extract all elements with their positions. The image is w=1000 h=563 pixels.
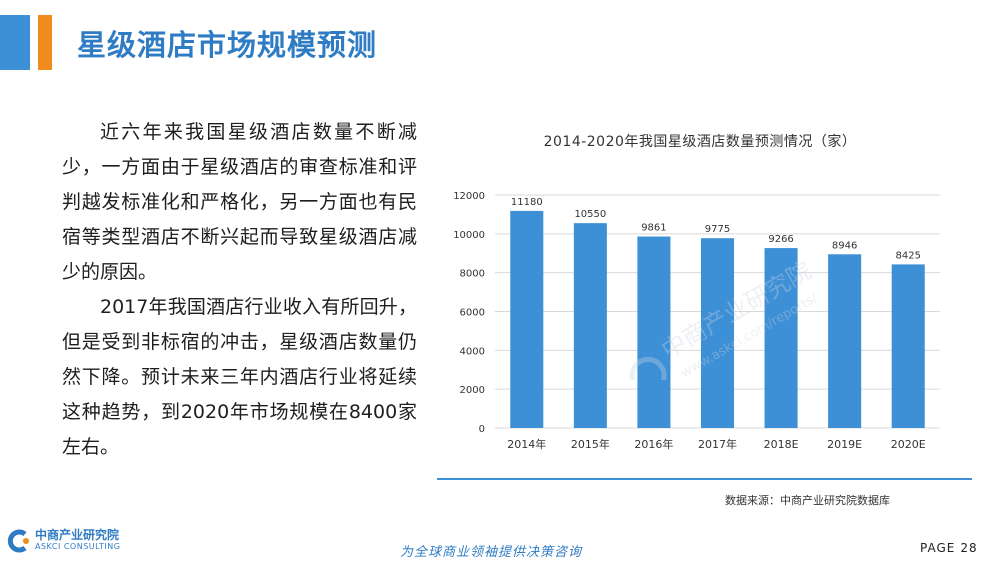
data-source: 数据来源：中商产业研究院数据库	[725, 494, 890, 507]
data-label: 9861	[641, 223, 666, 234]
paragraph-2: 2017年我国酒店行业收入有所回升，但是受到非标宿的冲击，星级酒店数量仍然下降。…	[62, 296, 417, 458]
y-tick-label: 12000	[453, 191, 485, 202]
logo-en-text: ASKCI CONSULTING	[35, 542, 121, 551]
y-tick-label: 2000	[460, 385, 485, 396]
x-tick-label: 2016年	[634, 437, 673, 451]
source-divider	[437, 478, 972, 480]
x-tick-label: 2018E	[764, 438, 799, 451]
bar	[510, 210, 544, 428]
y-tick-label: 6000	[460, 308, 485, 319]
page-number: PAGE 28	[920, 541, 978, 555]
bar	[637, 236, 671, 428]
title-accent-bar-orange	[38, 15, 52, 70]
paragraph-1: 近六年来我国星级酒店数量不断减少，一方面由于星级酒店的审查标准和评判越发标准化和…	[62, 121, 417, 283]
chart-title: 2014-2020年我国星级酒店数量预测情况（家）	[543, 134, 857, 150]
x-tick-label: 2019E	[827, 438, 862, 451]
data-label: 9775	[705, 224, 730, 235]
bar-chart: 0 2000 4000 6000 8000 10000 12000 11180 2014年 105…	[453, 191, 940, 451]
page-title: 星级酒店市场规模预测	[77, 28, 378, 62]
company-logo: 中商产业研究院 ASKCI CONSULTING	[5, 528, 120, 554]
company-logo-icon	[7, 529, 29, 553]
data-label: 8425	[895, 250, 920, 261]
y-tick-label: 4000	[460, 346, 485, 357]
bar	[764, 248, 798, 428]
bar	[573, 223, 607, 428]
bar	[828, 254, 862, 428]
data-label: 11180	[511, 197, 543, 208]
x-tick-label: 2017年	[698, 437, 737, 451]
footer-slogan: 为全球商业领袖提供决策咨询	[400, 545, 583, 560]
x-tick-label: 2014年	[507, 437, 546, 451]
x-tick-label: 2020E	[891, 438, 926, 451]
y-tick-label: 0	[479, 424, 485, 435]
bar	[700, 238, 735, 428]
data-label: 8946	[832, 240, 857, 251]
bar	[891, 264, 925, 428]
body-text: 近六年来我国星级酒店数量不断减少，一方面由于星级酒店的审查标准和评判越发标准化和…	[62, 115, 417, 465]
data-label: 9266	[768, 234, 793, 245]
title-accent-bar-blue	[0, 15, 30, 70]
page-label: PAGE	[920, 541, 956, 555]
page-number-value: 28	[960, 541, 978, 555]
x-tick-label: 2015年	[571, 437, 610, 451]
logo-cn-text: 中商产业研究院	[35, 528, 120, 542]
y-tick-label: 8000	[460, 269, 485, 280]
data-label: 10550	[574, 209, 606, 220]
y-tick-label: 10000	[453, 230, 485, 241]
